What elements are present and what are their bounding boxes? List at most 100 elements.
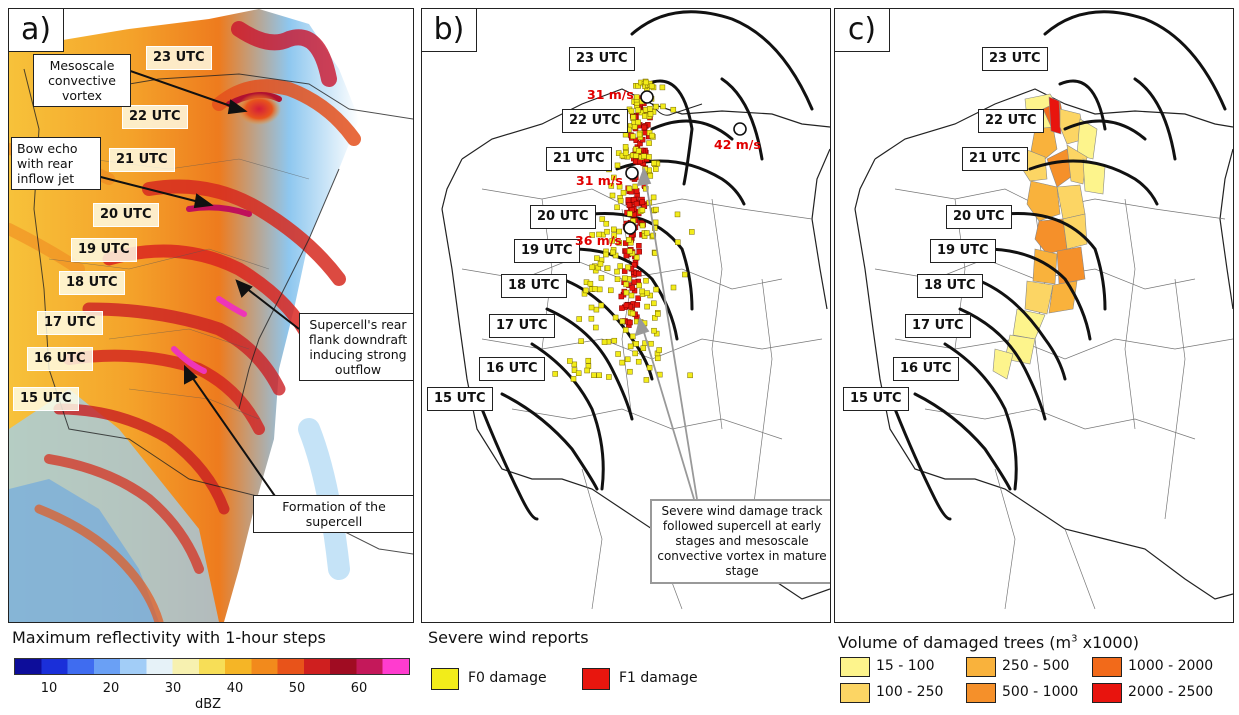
f1-damage-report	[636, 248, 642, 255]
utc-label-b-16: 16 UTC	[479, 357, 545, 381]
legend-label-trees-5: 1000 - 2000	[1128, 658, 1214, 674]
f0-damage-report	[635, 358, 642, 365]
f0-damage-report	[596, 286, 603, 293]
panel-b-wind-reports-map: b) 23 UTC 22 UTC 21 UTC 20 UTC 19 UTC 18…	[421, 8, 831, 623]
panel-c-damaged-trees-map: c) 23 UTC 22 UTC 21 UTC 20 UTC 19 UTC 18…	[834, 8, 1234, 623]
f0-damage-report	[651, 160, 657, 166]
f1-damage-report	[623, 302, 630, 309]
f0-damage-report	[610, 249, 616, 256]
f0-damage-report	[689, 229, 695, 235]
f0-damage-report	[611, 337, 618, 344]
utc-label-a-23: 23 UTC	[146, 46, 212, 70]
f0-damage-report	[587, 280, 594, 287]
f0-damage-report	[593, 306, 600, 313]
f0-damage-report	[578, 338, 584, 344]
f0-damage-report	[603, 251, 609, 258]
f0-damage-report	[622, 275, 628, 282]
f1-damage-report	[636, 243, 642, 249]
f0-damage-report	[650, 194, 657, 201]
f0-damage-report	[636, 131, 643, 138]
f0-damage-report	[628, 108, 635, 115]
utc-label-b-19: 19 UTC	[514, 239, 580, 263]
f0-damage-report	[653, 166, 659, 172]
f0-damage-report	[606, 374, 612, 380]
f1-damage-report	[641, 124, 648, 131]
f0-damage-report	[624, 356, 631, 363]
f0-damage-report	[652, 225, 658, 231]
panel-b-letter: b)	[422, 9, 477, 52]
utc-label-a-15: 15 UTC	[13, 387, 79, 411]
wind-speed-label-3: 31 m/s	[576, 173, 623, 188]
wind-speed-label-4: 36 m/s	[575, 233, 622, 248]
f0-damage-report	[643, 79, 649, 86]
f0-damage-report	[588, 315, 595, 322]
f1-damage-report	[631, 262, 638, 268]
f0-damage-report	[642, 113, 648, 119]
f0-damage-report	[609, 192, 616, 199]
wind-speed-label-1: 31 m/s	[587, 87, 634, 102]
f0-damage-report	[596, 231, 602, 238]
f0-damage-report	[626, 237, 632, 243]
f0-damage-report	[583, 287, 589, 294]
f0-damage-report	[651, 327, 657, 334]
f1-damage-report	[621, 268, 628, 274]
f0-damage-report	[589, 232, 595, 238]
wind-legend-title: Severe wind reports	[428, 628, 589, 647]
f0-damage-report	[648, 83, 655, 90]
utc-label-b-21: 21 UTC	[546, 147, 612, 171]
f0-damage-report	[629, 310, 636, 317]
f0-damage-report	[674, 211, 681, 218]
utc-label-b-20: 20 UTC	[530, 205, 596, 229]
f1-damage-report	[633, 137, 639, 144]
utc-label-a-20: 20 UTC	[93, 203, 159, 227]
panel-c-letter: c)	[835, 9, 890, 52]
f1-damage-report	[636, 270, 642, 277]
f0-damage-report	[589, 264, 595, 271]
f0-damage-report	[631, 124, 638, 130]
utc-label-c-22: 22 UTC	[978, 109, 1044, 133]
f0-damage-report	[604, 228, 610, 235]
f0-damage-report	[639, 222, 646, 229]
f0-damage-report	[616, 228, 622, 235]
wind-speed-label-2: 42 m/s	[714, 137, 761, 152]
f0-damage-report	[643, 377, 650, 383]
f0-damage-report	[656, 347, 662, 353]
colorbar-tick-50: 50	[288, 681, 306, 696]
utc-label-a-18: 18 UTC	[59, 271, 125, 295]
utc-label-c-16: 16 UTC	[893, 357, 959, 381]
f0-damage-report	[632, 183, 639, 190]
f0-damage-report	[635, 107, 641, 113]
colorbar-tick-20: 20	[102, 681, 120, 696]
legend-label-trees-1: 15 - 100	[876, 658, 935, 674]
f0-damage-report	[642, 185, 649, 192]
f0-damage-report	[584, 367, 590, 374]
f0-damage-report	[614, 276, 621, 282]
f0-damage-report	[567, 358, 573, 364]
f0-damage-report	[609, 238, 615, 244]
f1-damage-report	[631, 279, 638, 285]
f0-damage-report	[687, 372, 693, 379]
f0-damage-report	[649, 132, 655, 139]
reflectivity-legend-title: Maximum reflectivity with 1-hour steps	[12, 628, 326, 647]
legend-swatch-f1	[582, 668, 610, 690]
f0-damage-report	[675, 239, 681, 245]
f0-damage-report	[598, 275, 605, 281]
f0-damage-report	[627, 343, 634, 350]
f1-damage-report	[629, 285, 636, 291]
utc-label-a-16: 16 UTC	[27, 347, 93, 371]
f0-damage-report	[611, 226, 617, 233]
f1-damage-report	[639, 199, 646, 205]
f0-damage-report	[611, 174, 617, 181]
f0-damage-report	[630, 133, 636, 140]
trees-legend-title-suffix: x1000)	[1077, 633, 1140, 652]
f0-damage-report	[622, 144, 629, 150]
trees-legend-title-sup: 3	[1071, 633, 1078, 645]
f0-damage-report	[603, 220, 610, 227]
f0-damage-report	[593, 324, 599, 331]
f0-damage-report	[575, 370, 582, 376]
f0-damage-report	[623, 281, 629, 288]
radar-reflectivity-map	[9, 9, 413, 622]
f0-damage-report	[660, 103, 666, 110]
f0-damage-report	[570, 376, 577, 382]
legend-label-trees-6: 2000 - 2500	[1128, 684, 1214, 700]
